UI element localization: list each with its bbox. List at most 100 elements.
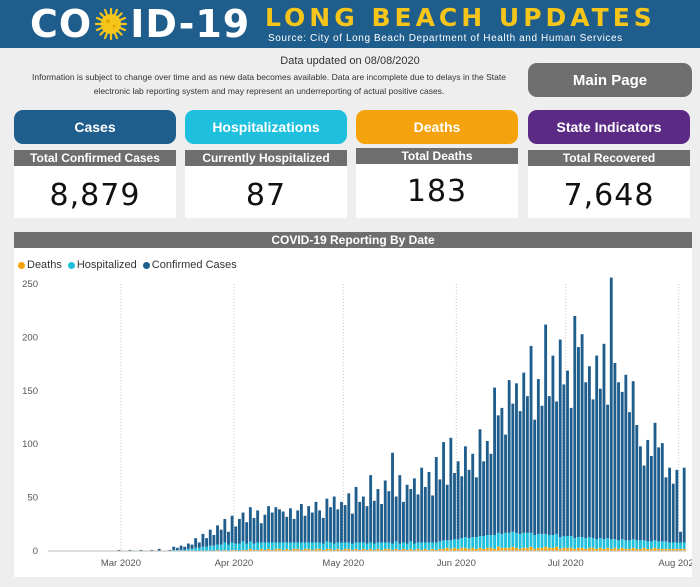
confirmed-bar: [340, 501, 343, 543]
confirmed-bar: [329, 507, 332, 543]
deaths-bar: [245, 549, 249, 551]
deaths-bar: [438, 548, 442, 551]
hospitalized-bar: [340, 542, 343, 550]
deaths-bar: [248, 548, 252, 551]
deaths-bar: [544, 546, 548, 551]
confirmed-bar: [409, 489, 413, 542]
hospitalized-bar: [474, 537, 478, 549]
logo-text-right: ID-19: [130, 2, 251, 46]
y-tick-label: 50: [27, 493, 38, 504]
hospitalized-bar: [471, 537, 475, 548]
deaths-bar: [259, 548, 263, 551]
hospitalized-bar: [536, 533, 540, 548]
confirmed-bar: [219, 529, 223, 545]
confirmed-bar: [380, 504, 383, 543]
legend-item-hospitalized[interactable]: Hospitalized: [67, 259, 137, 271]
confirmed-bar: [325, 498, 329, 542]
deaths-bar: [431, 548, 435, 551]
confirmed-bar: [376, 489, 380, 543]
hospitalizations-button[interactable]: Hospitalizations: [185, 110, 347, 144]
hospitalized-bar: [464, 537, 467, 548]
deaths-bar: [682, 548, 686, 551]
deaths-button[interactable]: Deaths: [356, 110, 518, 144]
deaths-bar: [361, 548, 365, 551]
hospitalized-bar: [172, 549, 176, 551]
deaths-bar: [299, 549, 303, 551]
confirmed-bar: [237, 518, 241, 544]
hospitalized-bar: [361, 542, 365, 549]
y-tick-label: 100: [22, 439, 38, 450]
deaths-bar: [420, 549, 424, 551]
hospitalized-bar: [208, 545, 212, 551]
confirmed-bar: [682, 467, 686, 543]
y-tick-label: 0: [33, 546, 38, 557]
confirmed-bar: [642, 465, 646, 541]
main-page-button[interactable]: Main Page: [528, 63, 692, 97]
hospitalized-bar: [183, 549, 187, 551]
confirmed-bar: [259, 523, 263, 543]
confirmed-bar: [212, 534, 216, 546]
deaths-bar: [489, 547, 493, 551]
deaths-bar: [278, 548, 281, 551]
deaths-bar: [307, 548, 311, 551]
confirmed-bar: [478, 429, 482, 537]
deaths-bar: [602, 548, 606, 551]
hospitalized-bar: [653, 540, 657, 548]
confirmed-bar: [416, 494, 420, 543]
confirmed-bar: [569, 407, 573, 537]
legend-dot: [142, 261, 150, 269]
hospitalized-bar: [431, 542, 435, 549]
confirmed-bar: [587, 366, 591, 538]
confirmed-bar: [285, 516, 289, 543]
x-tick-label: Aug 2020: [658, 558, 692, 569]
confirmed-bar: [128, 549, 132, 551]
confirmed-bar: [566, 370, 569, 537]
stat-label: Total Recovered: [528, 150, 690, 166]
deaths-bar: [558, 548, 562, 551]
confirmed-bar: [657, 447, 661, 542]
confirmed-bar: [493, 387, 497, 535]
legend-label: Deaths: [27, 259, 62, 271]
confirmed-bar: [263, 514, 267, 543]
deaths-bar: [580, 547, 584, 551]
hospitalized-bar: [427, 542, 431, 550]
confirmed-bar: [449, 437, 453, 541]
hospitalized-bar: [230, 542, 234, 550]
legend-item-deaths[interactable]: Deaths: [18, 259, 62, 271]
deaths-bar: [445, 547, 449, 551]
deaths-bar: [628, 548, 631, 551]
deaths-bar: [577, 547, 580, 551]
confirmed-bar: [496, 415, 500, 533]
deaths-bar: [427, 549, 431, 551]
confirmed-bar: [624, 374, 628, 541]
hospitalized-bar: [642, 540, 646, 548]
hospitalized-bar: [205, 546, 209, 551]
hospitalized-bar: [449, 540, 453, 549]
hospitalized-bar: [635, 540, 639, 549]
state-indicators-button[interactable]: State Indicators: [528, 110, 690, 144]
deaths-bar: [511, 546, 515, 551]
deaths-bar: [471, 547, 475, 551]
deaths-bar: [365, 549, 369, 551]
deaths-bar: [613, 547, 617, 551]
confirmed-bar: [464, 446, 467, 538]
hospitalized-bar: [507, 532, 511, 548]
reporting-by-date-chart[interactable]: Mar 2020 Apr 2020 May 2020 Jun 2020 Jul 2020…: [14, 272, 692, 577]
hospitalized-bar: [314, 542, 318, 549]
hospitalized-bar: [558, 537, 562, 549]
deaths-bar: [562, 547, 566, 551]
confirmed-bar: [289, 508, 292, 543]
hospitalized-bar: [270, 542, 274, 550]
confirmed-bar: [412, 478, 416, 544]
deaths-bar: [460, 547, 464, 551]
hospitalized-bar: [602, 539, 606, 549]
legend-item-confirmed[interactable]: Confirmed Cases: [142, 259, 237, 271]
cases-button[interactable]: Cases: [14, 110, 176, 144]
hospitalized-bar: [657, 541, 661, 549]
hospitalized-bar: [580, 537, 584, 548]
chart-title: COVID-19 Reporting By Date: [14, 232, 692, 248]
deaths-bar: [230, 549, 234, 551]
confirmed-bar: [558, 339, 562, 538]
hospitalized-bar: [245, 543, 249, 550]
confirmed-bar: [649, 455, 653, 542]
